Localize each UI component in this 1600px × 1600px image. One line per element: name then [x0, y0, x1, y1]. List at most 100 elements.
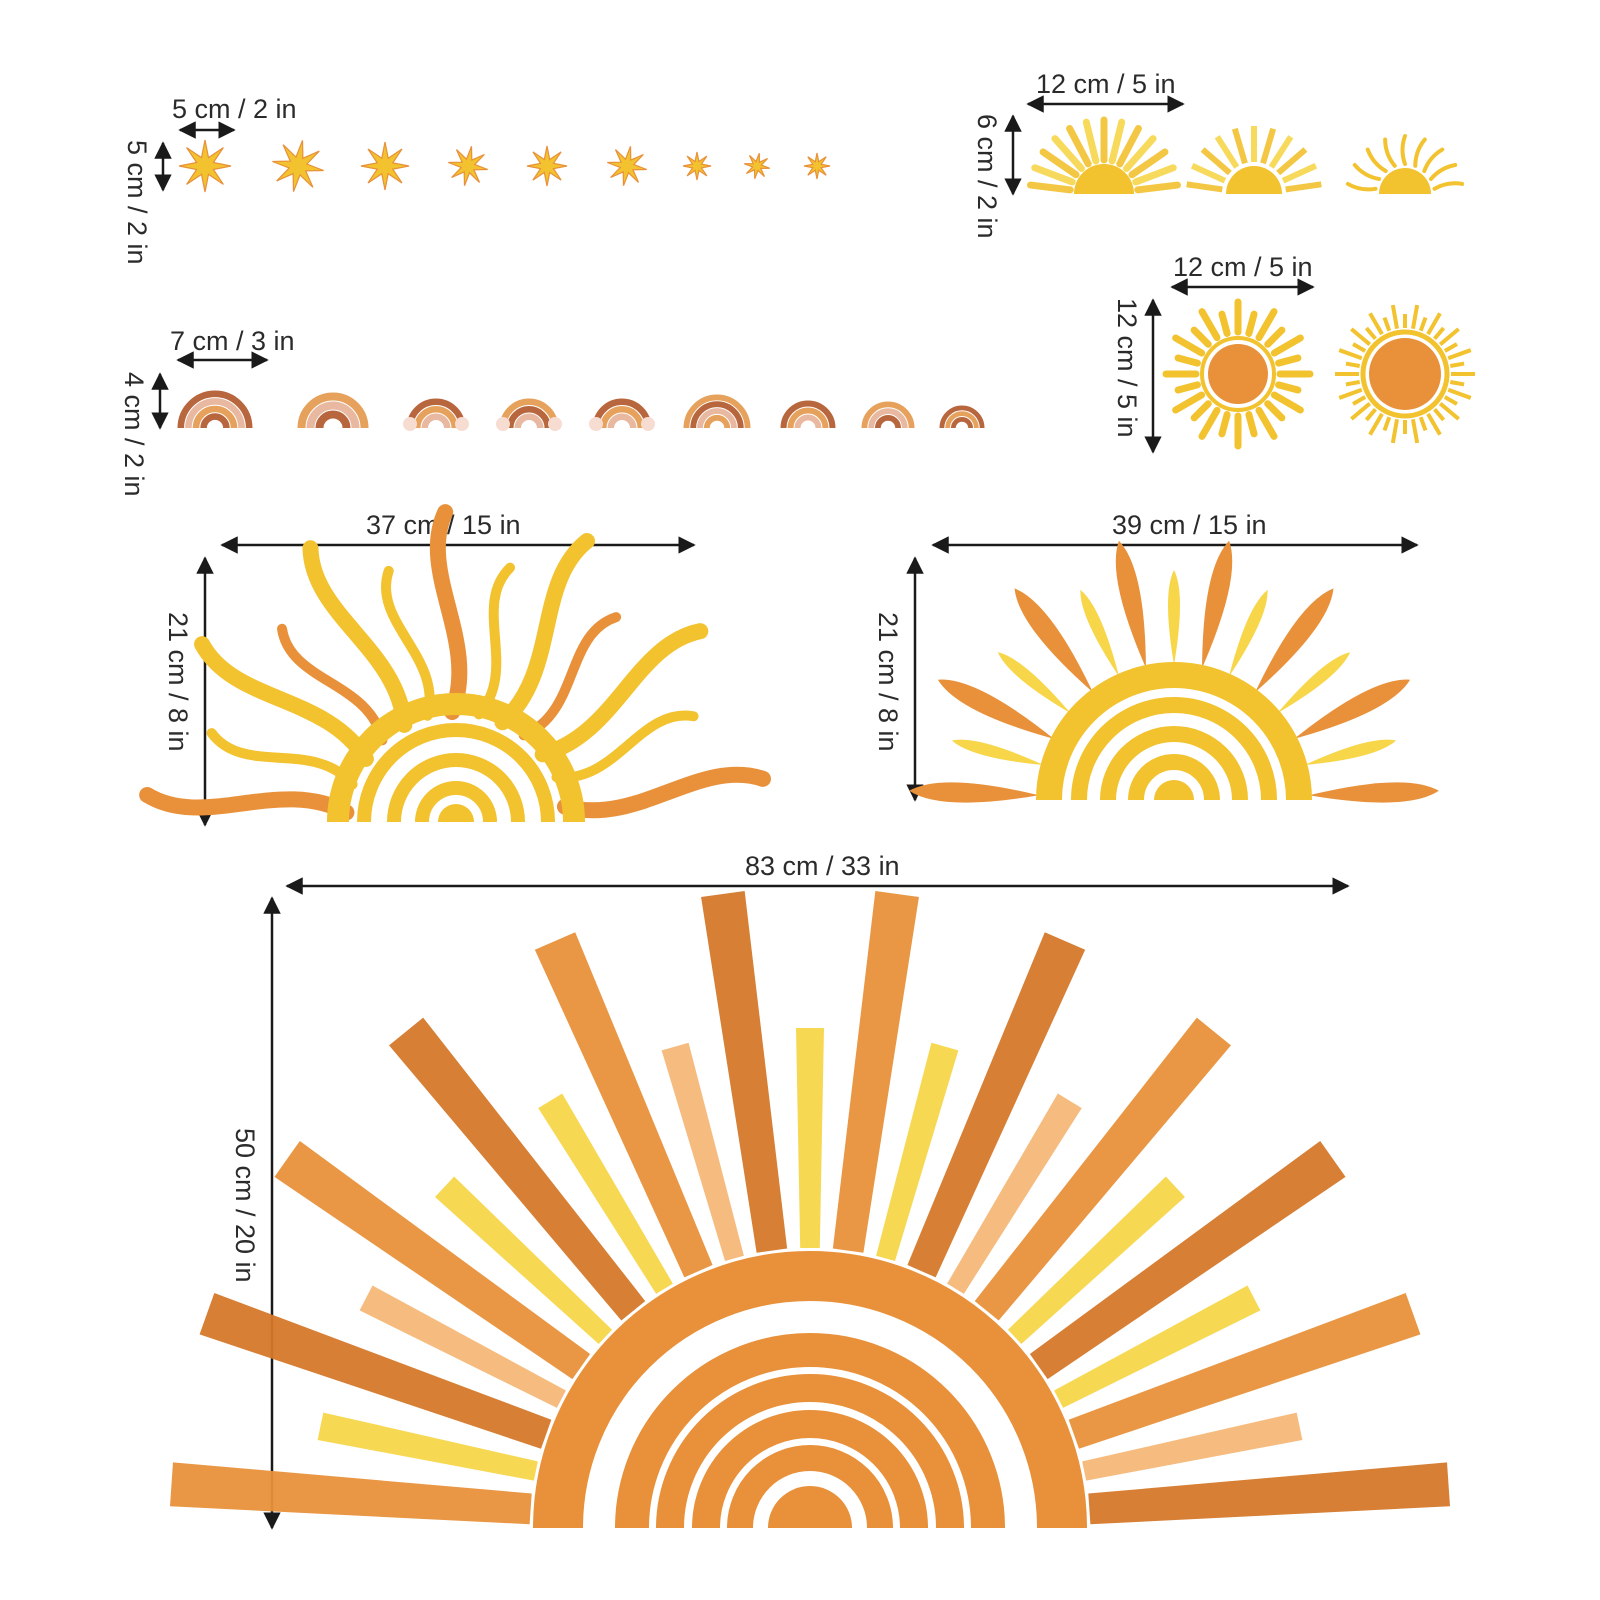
sun-ray	[1190, 400, 1212, 422]
sun-ray	[1433, 326, 1446, 341]
star-icon	[448, 146, 488, 186]
dot-decoration	[695, 1472, 704, 1481]
wavy-ray	[139, 786, 355, 821]
sun-ray	[1128, 148, 1169, 179]
sun-arc	[615, 1333, 1005, 1529]
sun-ray	[1190, 326, 1212, 348]
petal-ray	[1080, 589, 1120, 677]
sun-ray	[947, 1093, 1082, 1294]
stars-height-label: 5 cm / 2 in	[122, 140, 152, 265]
round-suns-row	[1162, 298, 1475, 450]
sun-ray	[796, 1028, 824, 1248]
sun-ray	[1082, 1412, 1303, 1481]
sun-ray	[1245, 411, 1258, 438]
petal-sun-group: 39 cm / 15 in 21 cm / 8 in	[873, 510, 1439, 803]
sun-ray	[701, 890, 788, 1253]
rainbow-band	[697, 408, 737, 429]
sun-ray	[538, 1093, 673, 1294]
sun-arc	[327, 693, 585, 823]
petal-ray	[1277, 652, 1351, 714]
sun-body-icon	[1379, 168, 1431, 194]
sun-ray	[1382, 316, 1392, 332]
dot-decoration	[837, 1406, 846, 1415]
small-half-suns-group: 12 cm / 5 in 6 cm / 2 in	[972, 69, 1465, 239]
sun-ring	[1200, 336, 1276, 412]
sun-ray	[1264, 326, 1286, 348]
star-icon	[178, 139, 232, 193]
sun-ray	[1418, 416, 1428, 432]
wavy-ray	[206, 728, 358, 790]
sun-ray	[1051, 135, 1085, 173]
dot-decoration	[927, 1513, 936, 1522]
rainbow-band	[794, 414, 822, 429]
wavy-ray	[534, 623, 709, 763]
dot-decoration	[875, 1424, 884, 1433]
petal-ray	[1115, 540, 1146, 668]
sun-body-icon	[1226, 166, 1282, 194]
sun-ray	[1172, 391, 1206, 414]
sun-arc	[727, 1445, 893, 1529]
big-sun-width-label: 83 cm / 33 in	[745, 851, 900, 881]
sun-ray	[1447, 348, 1472, 361]
petal-sun	[909, 540, 1439, 803]
sun-ray	[1443, 342, 1458, 353]
rainbow-band	[177, 390, 253, 429]
sun-ray	[1350, 327, 1372, 346]
sun-body-icon	[1208, 344, 1268, 404]
round-suns-group: 12 cm / 5 in 12 cm / 5 in	[1112, 252, 1475, 454]
cloud-icon	[641, 417, 655, 431]
cloud-icon	[455, 417, 469, 431]
sun-ray	[1218, 411, 1231, 438]
rainbow-band	[192, 405, 238, 429]
sun-ray	[974, 1017, 1231, 1321]
sun-ray	[1276, 147, 1308, 176]
star-icon	[682, 151, 712, 181]
small-suns-row	[1027, 116, 1465, 194]
dot-decoration	[816, 1402, 825, 1411]
sun-ray	[1352, 342, 1367, 353]
wavy-ray	[194, 636, 374, 767]
sun-ray	[317, 1412, 538, 1481]
sun-ray	[1029, 1140, 1346, 1380]
petal-ray	[1228, 589, 1268, 677]
wavy-ray	[302, 540, 413, 733]
sun-arc	[533, 1251, 1087, 1529]
rainbow-band	[421, 413, 451, 429]
sun-ray	[1345, 361, 1361, 368]
dot-decoration	[688, 1492, 697, 1501]
star-icon	[803, 152, 831, 180]
sun-ray	[1390, 304, 1399, 330]
sun-ray	[1134, 181, 1181, 194]
sun-core	[1154, 780, 1194, 800]
big-sun	[169, 890, 1451, 1529]
dot-decoration	[774, 1406, 783, 1415]
cloud-icon	[589, 417, 603, 431]
dot-decoration	[736, 1424, 745, 1433]
sun-ray	[1116, 124, 1142, 168]
dot-decoration	[923, 1492, 932, 1501]
sun-core	[768, 1486, 852, 1528]
rainbow-band	[514, 413, 544, 429]
sun-ray	[1281, 163, 1318, 184]
wavy-ray	[473, 562, 516, 720]
sun-ray	[1447, 387, 1472, 400]
sun-ray	[1260, 127, 1277, 165]
petal-ray	[951, 739, 1044, 766]
sun-ray	[169, 1462, 532, 1525]
sun-ray	[661, 1042, 744, 1262]
dot-decoration	[892, 1437, 901, 1446]
rainbow-band	[690, 401, 744, 429]
sun-body-icon	[1074, 164, 1134, 194]
rainbow-band	[703, 414, 731, 429]
sun-ray	[1400, 134, 1407, 166]
sun-ray	[1190, 163, 1227, 184]
sun-ray	[1270, 391, 1304, 414]
sun-arc	[1036, 662, 1312, 801]
round-suns-height-label: 12 cm / 5 in	[1112, 298, 1142, 438]
sun-ray	[1382, 416, 1392, 432]
wavy-ray	[556, 766, 771, 819]
rainbow-band	[939, 405, 985, 429]
wavy-ray	[429, 504, 468, 721]
sun-arc	[387, 753, 525, 823]
small-suns-height-label: 6 cm / 2 in	[972, 114, 1002, 239]
